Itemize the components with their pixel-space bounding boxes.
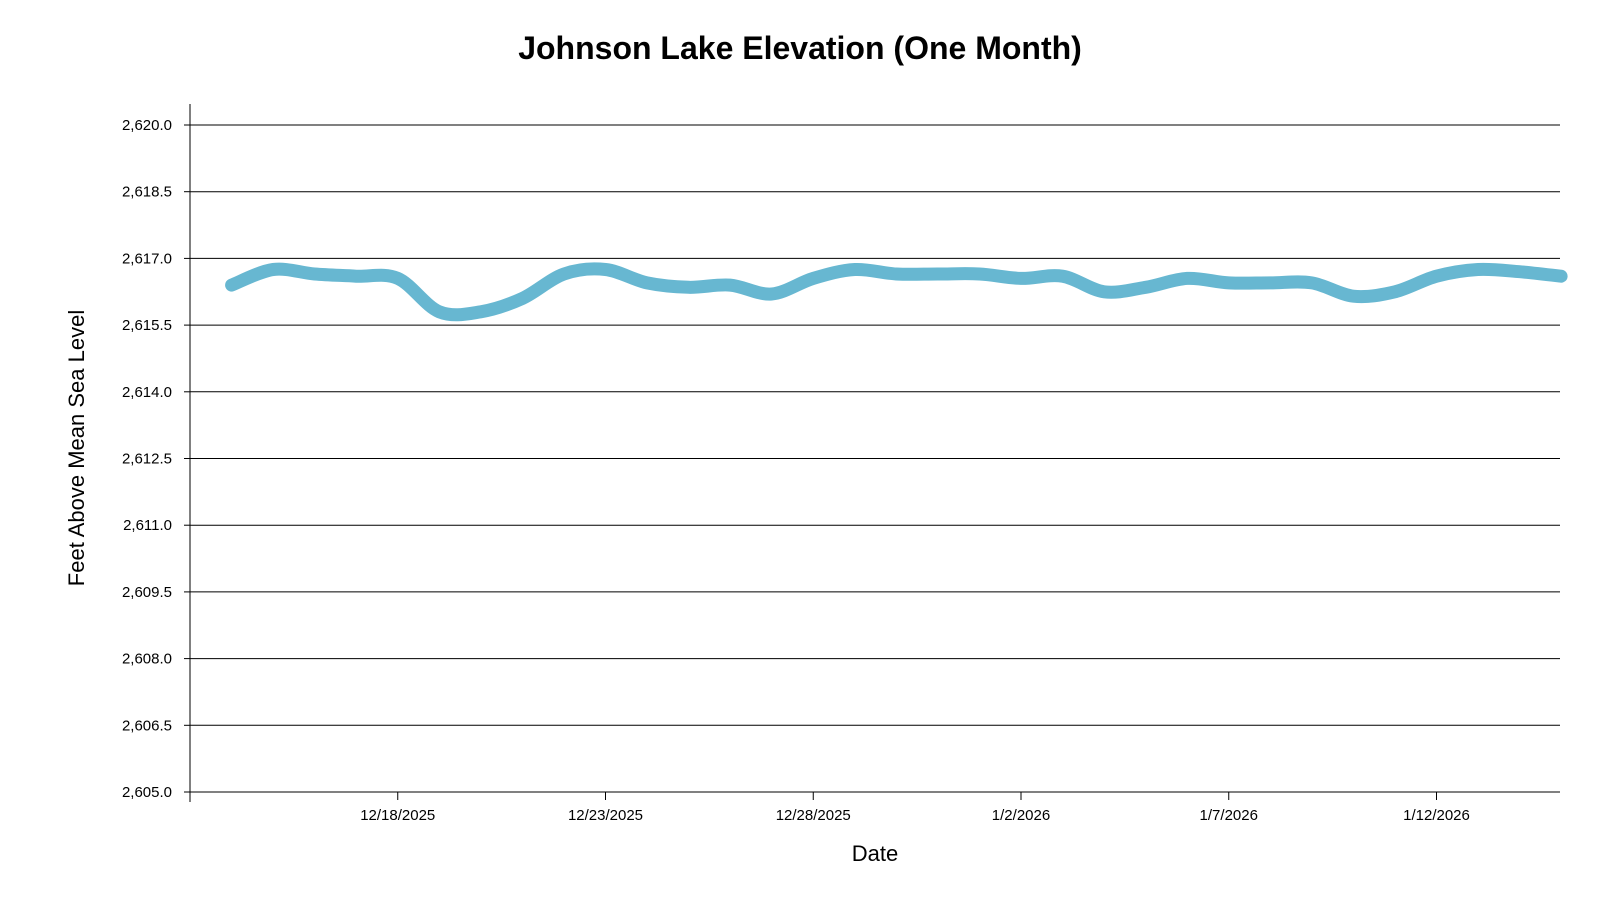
y-tick-label: 2,609.5 xyxy=(122,584,172,601)
y-tick-label: 2,605.0 xyxy=(122,784,172,801)
gridlines xyxy=(190,124,1560,793)
y-tick-label: 2,617.0 xyxy=(122,250,172,267)
x-tick-label: 12/28/2025 xyxy=(776,807,851,824)
y-tick-label: 2,620.0 xyxy=(122,117,172,134)
y-tick-label: 2,615.5 xyxy=(122,317,172,334)
axes xyxy=(184,104,1560,802)
x-tick-label: 12/23/2025 xyxy=(568,807,643,824)
y-tick-label: 2,614.0 xyxy=(122,384,172,401)
y-tick-label: 2,606.5 xyxy=(122,717,172,734)
series-layer xyxy=(225,262,1568,322)
elevation-series-line xyxy=(225,262,1568,322)
y-axis-title: Feet Above Mean Sea Level xyxy=(64,310,89,586)
y-tick-label: 2,611.0 xyxy=(123,517,172,534)
x-axis-title: Date xyxy=(852,841,898,866)
chart-title: Johnson Lake Elevation (One Month) xyxy=(518,30,1082,66)
tick-labels: 2,605.0 2,606.5 2,608.0 2,609.5 2,611.0 2,612… xyxy=(122,117,1470,824)
x-tick-label: 1/7/2026 xyxy=(1200,807,1258,824)
x-tick-label: 1/12/2026 xyxy=(1403,807,1470,824)
y-tick-label: 2,618.5 xyxy=(122,184,172,201)
x-tick-label: 1/2/2026 xyxy=(992,807,1050,824)
x-tick-label: 12/18/2025 xyxy=(360,807,435,824)
y-tick-label: 2,612.5 xyxy=(122,451,172,468)
y-tick-label: 2,608.0 xyxy=(122,651,172,668)
